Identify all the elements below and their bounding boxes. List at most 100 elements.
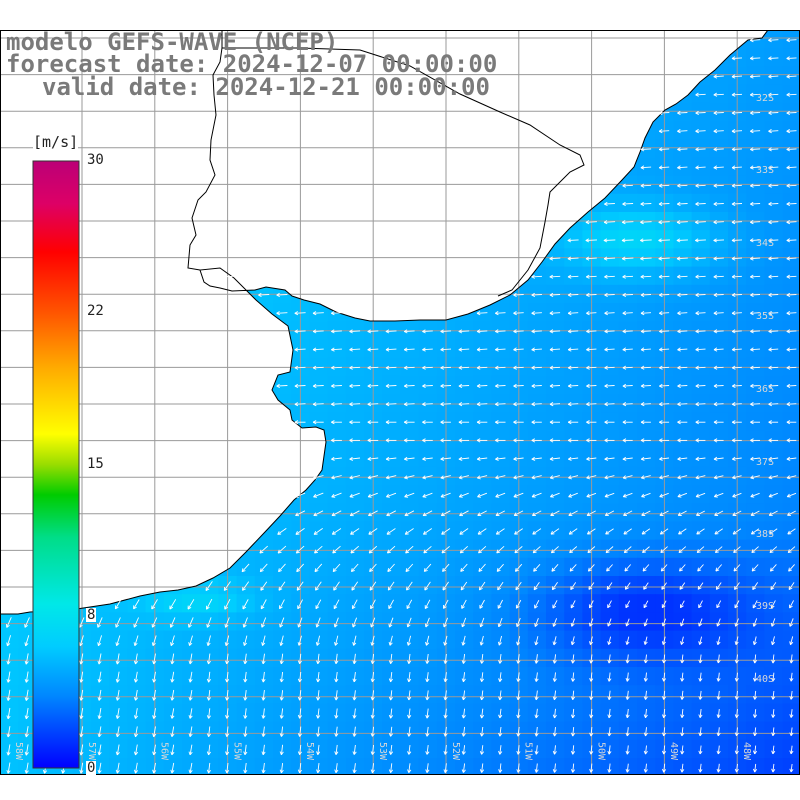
wind-arrow-icon xyxy=(403,438,415,443)
wind-arrow-icon xyxy=(585,256,597,261)
wind-arrow-icon xyxy=(495,347,506,352)
wind-arrow-icon xyxy=(715,564,723,572)
wind-arrow-icon xyxy=(658,165,670,170)
wind-speed-cell xyxy=(255,776,274,795)
wind-arrow-icon xyxy=(279,744,284,756)
wind-arrow-icon xyxy=(696,528,705,535)
wind-arrow-icon xyxy=(732,510,742,516)
wind-arrow-icon xyxy=(133,617,140,628)
wind-speed-cell xyxy=(382,776,401,795)
wind-speed-cell xyxy=(546,375,565,395)
wind-arrow-icon xyxy=(406,599,413,609)
wind-speed-cell xyxy=(691,339,711,359)
wind-arrow-icon xyxy=(352,726,357,737)
wind-arrow-icon xyxy=(716,727,721,737)
wind-speed-cell xyxy=(655,794,674,800)
wind-speed-cell xyxy=(346,794,365,800)
longitude-label: 50W xyxy=(595,742,606,761)
wind-speed-cell xyxy=(618,430,638,450)
wind-arrow-icon xyxy=(279,708,284,719)
wind-arrow-icon xyxy=(513,347,524,352)
wind-arrow-icon xyxy=(768,56,779,61)
wind-arrow-icon xyxy=(770,600,776,609)
wind-speed-cell xyxy=(400,466,420,486)
wind-speed-cell xyxy=(673,175,693,195)
latitude-label: 38S xyxy=(756,529,774,540)
wind-arrow-icon xyxy=(479,617,485,628)
wind-arrow-icon xyxy=(443,690,448,701)
wind-arrow-icon xyxy=(294,329,306,334)
wind-speed-cell xyxy=(73,794,92,800)
wind-speed-cell xyxy=(764,48,784,67)
wind-arrow-icon xyxy=(677,329,688,334)
wind-speed-cell xyxy=(382,466,401,486)
wind-arrow-icon xyxy=(586,475,597,480)
wind-arrow-icon xyxy=(768,274,779,279)
wind-arrow-icon xyxy=(731,256,743,261)
wind-arrow-icon xyxy=(585,220,597,225)
wind-speed-cell xyxy=(673,339,693,359)
wind-arrow-icon xyxy=(387,563,395,573)
wind-arrow-icon xyxy=(622,420,633,425)
wind-arrow-icon xyxy=(570,618,576,627)
wind-arrow-icon xyxy=(370,690,375,701)
wind-arrow-icon xyxy=(625,654,630,664)
wind-speed-cell xyxy=(491,430,511,450)
wind-arrow-icon xyxy=(170,744,175,756)
wind-arrow-icon xyxy=(731,292,742,298)
wind-arrow-icon xyxy=(732,475,742,480)
wind-speed-cell xyxy=(637,266,656,286)
wind-arrow-icon xyxy=(567,292,579,298)
wind-speed-cell xyxy=(782,758,800,775)
wind-arrow-icon xyxy=(316,763,321,774)
wind-speed-cell xyxy=(709,448,729,468)
wind-speed-cell xyxy=(382,394,401,413)
longitude-label: 48W xyxy=(741,742,752,761)
wind-arrow-icon xyxy=(334,744,339,755)
wind-speed-cell xyxy=(782,466,800,486)
wind-arrow-icon xyxy=(403,383,415,389)
wind-arrow-icon xyxy=(349,383,361,389)
wind-arrow-icon xyxy=(622,383,633,389)
wind-speed-cell xyxy=(182,794,201,800)
wind-arrow-icon xyxy=(570,654,576,664)
wind-arrow-icon xyxy=(6,744,11,756)
wind-arrow-icon xyxy=(331,456,342,461)
wind-arrow-icon xyxy=(296,581,304,591)
wind-speed-cell xyxy=(764,303,784,322)
wind-arrow-icon xyxy=(551,564,559,572)
wind-arrow-icon xyxy=(659,402,670,407)
wind-speed-cell xyxy=(345,448,365,468)
wind-arrow-icon xyxy=(225,653,230,665)
wind-arrow-icon xyxy=(516,708,521,719)
wind-arrow-icon xyxy=(441,545,450,554)
wind-arrow-icon xyxy=(225,726,230,737)
wind-arrow-icon xyxy=(750,256,761,261)
wind-speed-cell xyxy=(764,412,784,431)
wind-speed-cell xyxy=(782,193,800,213)
wind-arrow-icon xyxy=(152,689,157,701)
wind-arrow-icon xyxy=(476,365,488,370)
wind-arrow-icon xyxy=(549,456,561,461)
wind-arrow-icon xyxy=(552,763,557,773)
wind-speed-cell xyxy=(709,339,729,359)
wind-speed-cell xyxy=(564,448,583,468)
wind-speed-cell xyxy=(36,794,55,800)
wind-speed-cell xyxy=(709,303,729,322)
wind-speed-cell xyxy=(618,412,638,431)
wind-arrow-icon xyxy=(261,671,266,683)
wind-arrow-icon xyxy=(750,292,761,298)
wind-arrow-icon xyxy=(440,456,451,461)
wind-arrow-icon xyxy=(752,727,758,737)
wind-arrow-icon xyxy=(422,402,433,407)
wind-arrow-icon xyxy=(403,402,415,407)
wind-speed-cell xyxy=(345,412,365,431)
wind-arrow-icon xyxy=(440,383,452,389)
wind-arrow-icon xyxy=(224,598,231,610)
wind-arrow-icon xyxy=(677,147,688,152)
wind-speed-cell xyxy=(782,576,800,595)
interior-border-line xyxy=(222,47,585,297)
wind-arrow-icon xyxy=(188,635,193,646)
wind-arrow-icon xyxy=(497,635,503,646)
wind-arrow-icon xyxy=(534,672,539,682)
